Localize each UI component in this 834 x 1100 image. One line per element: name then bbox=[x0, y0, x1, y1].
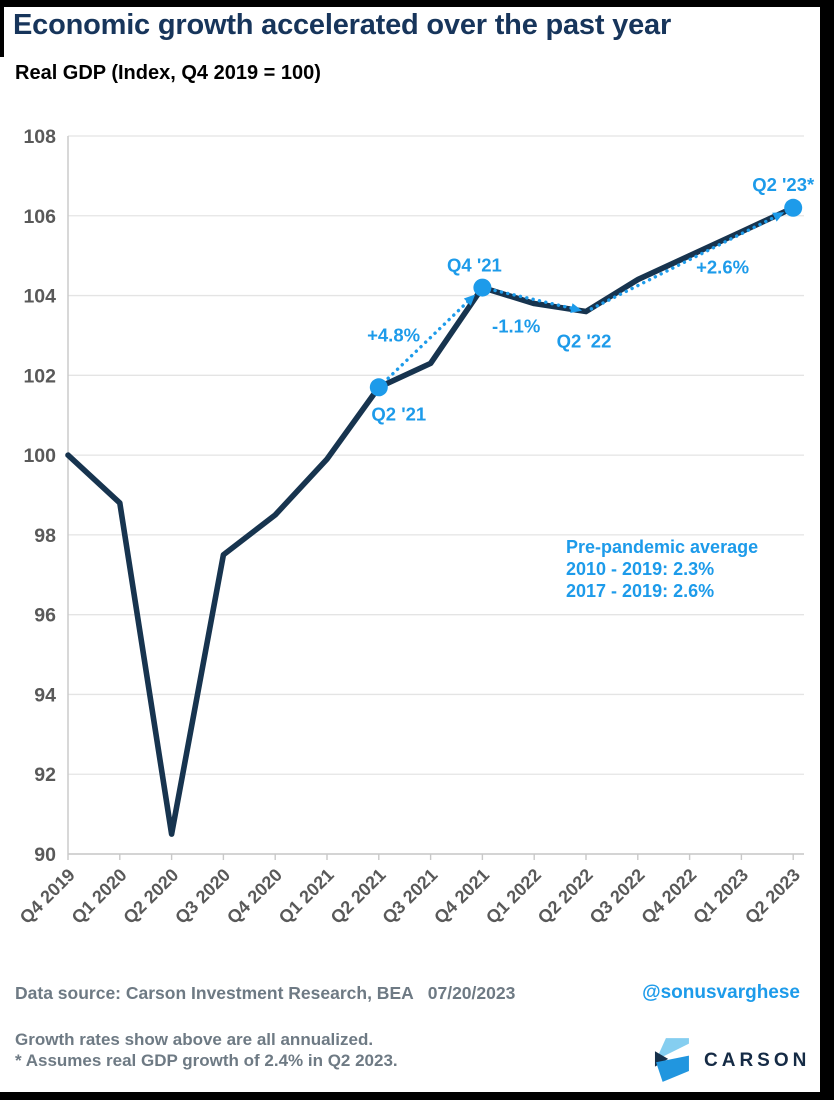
x-tick-label: Q1 2022 bbox=[482, 865, 545, 928]
highlight-dot bbox=[369, 378, 388, 397]
data-source-line: Data source: Carson Investment Research,… bbox=[15, 983, 515, 1004]
annotation-line: Pre-pandemic average bbox=[566, 537, 759, 557]
growth-arrow-head bbox=[772, 212, 785, 222]
y-tick-label: 96 bbox=[34, 605, 56, 627]
data-source-text: Data source: Carson Investment Research,… bbox=[15, 983, 414, 1003]
growth-arrow-head bbox=[570, 303, 583, 314]
x-tick-label: Q4 2020 bbox=[223, 865, 286, 928]
carson-logo-icon bbox=[654, 1038, 689, 1082]
footnote-annualized: Growth rates show above are all annualiz… bbox=[15, 1030, 374, 1049]
highlight-point-label: Q4 '21 bbox=[447, 255, 502, 276]
x-tick-label: Q1 2020 bbox=[68, 865, 131, 928]
highlight-dot bbox=[473, 278, 492, 297]
screen-edge-left bbox=[0, 0, 4, 57]
y-tick-label: 94 bbox=[34, 684, 56, 706]
chart-subtitle: Real GDP (Index, Q4 2019 = 100) bbox=[15, 62, 321, 84]
highlight-dot bbox=[784, 198, 803, 217]
y-tick-label: 108 bbox=[23, 126, 56, 148]
y-tick-label: 102 bbox=[23, 365, 56, 387]
y-tick-label: 98 bbox=[34, 525, 56, 547]
x-tick-label: Q4 2019 bbox=[16, 865, 79, 928]
carson-logo-wordmark: CARSON bbox=[704, 1050, 811, 1071]
screen-edge-right bbox=[820, 0, 834, 1100]
x-tick-label: Q2 2021 bbox=[327, 865, 390, 928]
carson-logo: CARSON bbox=[654, 1037, 810, 1083]
x-tick-label: Q1 2021 bbox=[275, 865, 338, 928]
highlight-point-label: Q2 '22 bbox=[557, 331, 612, 352]
x-tick-label: Q4 2022 bbox=[637, 865, 700, 928]
annotation-line: 2017 - 2019: 2.6% bbox=[566, 581, 715, 601]
footnote-assumption: * Assumes real GDP growth of 2.4% in Q2 … bbox=[15, 1051, 398, 1070]
screen-edge-bottom bbox=[0, 1092, 834, 1100]
x-tick-label: Q4 2021 bbox=[430, 865, 493, 928]
growth-arrow-line bbox=[493, 288, 580, 312]
growth-rate-label: +2.6% bbox=[696, 257, 749, 278]
y-tick-label: 106 bbox=[23, 206, 56, 228]
pre-pandemic-annotation: Pre-pandemic average 2010 - 2019: 2.3% 2… bbox=[566, 536, 758, 602]
y-tick-label: 92 bbox=[34, 764, 56, 786]
x-tick-label: Q3 2020 bbox=[171, 865, 234, 928]
highlight-point-label: Q2 '23* bbox=[752, 174, 815, 195]
growth-arrow-head bbox=[463, 294, 476, 306]
y-tick-label: 100 bbox=[23, 445, 56, 467]
x-tick-label: Q1 2023 bbox=[689, 865, 752, 928]
chart-date: 07/20/2023 bbox=[427, 983, 516, 1003]
x-tick-label: Q2 2023 bbox=[741, 865, 804, 928]
author-handle: @sonusvarghese bbox=[642, 982, 800, 1003]
growth-rate-label: +4.8% bbox=[367, 324, 420, 345]
page-title: Economic growth accelerated over the pas… bbox=[13, 9, 672, 41]
growth-rate-label: -1.1% bbox=[492, 316, 540, 337]
growth-arrow-line bbox=[386, 295, 475, 380]
gdp-series-line bbox=[65, 205, 797, 837]
x-tick-label: Q3 2022 bbox=[586, 865, 649, 928]
y-tick-label: 90 bbox=[34, 844, 56, 866]
y-tick-label: 104 bbox=[23, 286, 56, 308]
screen-edge-top bbox=[0, 0, 834, 7]
annotation-line: 2010 - 2019: 2.3% bbox=[566, 559, 715, 579]
x-tick-label: Q2 2020 bbox=[119, 865, 182, 928]
growth-arrow-line bbox=[589, 212, 783, 311]
x-tick-label: Q3 2021 bbox=[378, 865, 441, 928]
x-tick-label: Q2 2022 bbox=[534, 865, 597, 928]
footnotes: Growth rates show above are all annualiz… bbox=[15, 1029, 398, 1071]
highlight-point-label: Q2 '21 bbox=[371, 403, 426, 424]
